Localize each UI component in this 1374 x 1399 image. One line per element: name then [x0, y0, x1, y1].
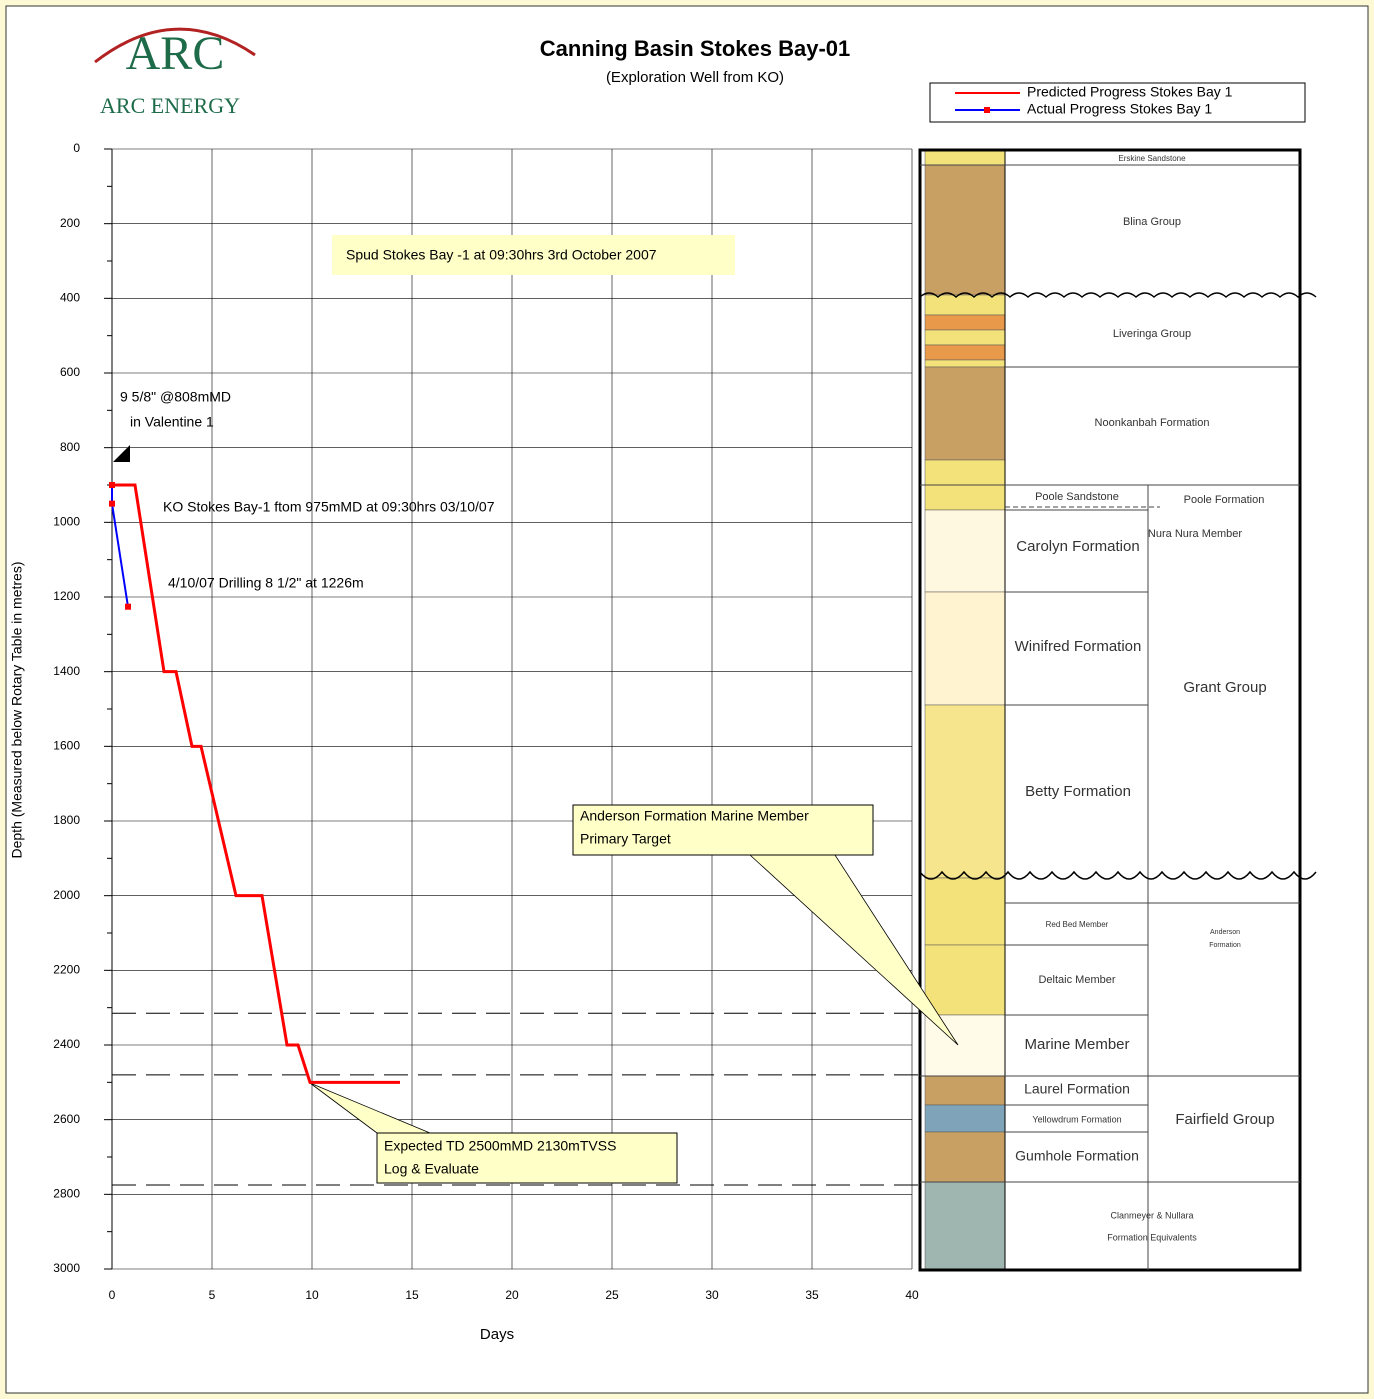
unit-label: Grant Group — [1183, 679, 1266, 696]
chart-subtitle: (Exploration Well from KO) — [606, 69, 784, 86]
unit-label: Nura Nura Member — [1148, 528, 1242, 540]
y-tick-label: 1000 — [53, 515, 80, 529]
unit-label: Red Bed Member — [1046, 920, 1109, 929]
lithology — [925, 330, 1005, 345]
y-axis-label: Depth (Measured below Rotary Table in me… — [9, 562, 25, 859]
unit-label: Poole Formation — [1184, 494, 1265, 506]
legend-marker — [984, 107, 990, 113]
chart-title: Canning Basin Stokes Bay-01 — [540, 36, 851, 61]
y-tick-label: 2200 — [53, 963, 80, 977]
lithology — [925, 150, 1005, 165]
x-tick-label: 5 — [209, 1288, 216, 1302]
unit-label: Anderson — [1210, 929, 1240, 936]
x-tick-label: 25 — [605, 1288, 619, 1302]
unit-label: Noonkanbah Formation — [1095, 417, 1210, 429]
x-tick-label: 10 — [305, 1288, 319, 1302]
y-tick-label: 400 — [60, 291, 80, 305]
lithology — [925, 460, 1005, 485]
x-tick-label: 20 — [505, 1288, 519, 1302]
lithology — [925, 1076, 1005, 1105]
legend-label: Actual Progress Stokes Bay 1 — [1027, 101, 1212, 117]
lithology — [925, 360, 1005, 367]
lithology — [925, 592, 1005, 705]
unit-label: Liveringa Group — [1113, 328, 1191, 340]
lithology — [925, 705, 1005, 878]
annotation: Log & Evaluate — [384, 1161, 479, 1177]
point-marker — [125, 604, 131, 610]
lithology — [925, 485, 1005, 510]
unit-label: Formation Equivalents — [1107, 1232, 1197, 1242]
annotation: 4/10/07 Drilling 8 1/2" at 1226m — [168, 575, 364, 591]
lithology — [925, 345, 1005, 360]
unit-label: Betty Formation — [1025, 783, 1131, 800]
lithology — [925, 295, 1005, 315]
x-tick-label: 0 — [109, 1288, 116, 1302]
point-marker — [109, 482, 115, 488]
annotation: Primary Target — [580, 831, 671, 847]
logo-name: ARC ENERGY — [100, 93, 240, 118]
lithology — [925, 878, 1005, 945]
x-axis-label: Days — [480, 1326, 514, 1343]
lithology — [925, 945, 1005, 1015]
unit-label: Fairfield Group — [1175, 1111, 1274, 1128]
y-tick-label: 1800 — [53, 813, 80, 827]
y-tick-label: 600 — [60, 365, 80, 379]
y-tick-label: 2400 — [53, 1037, 80, 1051]
x-tick-label: 15 — [405, 1288, 419, 1302]
x-tick-label: 35 — [805, 1288, 819, 1302]
frame — [6, 6, 1368, 1393]
x-tick-label: 30 — [705, 1288, 719, 1302]
unit-label: Clanmeyer & Nullara — [1110, 1210, 1193, 1220]
chart: ARC ARC ENERGY Canning Basin Stokes Bay-… — [0, 0, 1374, 1399]
y-tick-label: 800 — [60, 440, 80, 454]
y-tick-label: 200 — [60, 216, 80, 230]
annotation: 9 5/8" @808mMD — [120, 389, 231, 405]
unit-label: Blina Group — [1123, 216, 1181, 228]
y-tick-label: 0 — [73, 141, 80, 155]
unit-label: Gumhole Formation — [1015, 1148, 1139, 1164]
lithology — [925, 367, 1005, 460]
y-tick-label: 2000 — [53, 888, 80, 902]
legend-label: Predicted Progress Stokes Bay 1 — [1027, 84, 1233, 100]
y-tick-label: 1400 — [53, 664, 80, 678]
y-tick-label: 1600 — [53, 739, 80, 753]
annotation: Expected TD 2500mMD 2130mTVSS — [384, 1138, 616, 1154]
annotation: Spud Stokes Bay -1 at 09:30hrs 3rd Octob… — [346, 247, 657, 263]
y-tick-label: 1200 — [53, 589, 80, 603]
lithology — [925, 315, 1005, 330]
annotation: in Valentine 1 — [130, 414, 214, 430]
lithology — [925, 1182, 1005, 1270]
unit-label: Deltaic Member — [1038, 974, 1115, 986]
y-tick-label: 3000 — [53, 1261, 80, 1275]
unit-label: Yellowdrum Formation — [1032, 1114, 1121, 1124]
y-tick-label: 2800 — [53, 1187, 80, 1201]
logo-mark: ARC — [126, 27, 225, 80]
lithology — [925, 1132, 1005, 1182]
x-tick-label: 40 — [905, 1288, 919, 1302]
unit-label: Marine Member — [1024, 1036, 1129, 1053]
annotation: KO Stokes Bay-1 ftom 975mMD at 09:30hrs … — [163, 499, 495, 515]
unit-label: Erskine Sandstone — [1118, 154, 1186, 163]
page: ARC ARC ENERGY Canning Basin Stokes Bay-… — [0, 0, 1374, 1399]
unit-label: Poole Sandstone — [1035, 491, 1119, 503]
point-marker — [109, 501, 115, 507]
annotation: Anderson Formation Marine Member — [580, 808, 809, 824]
y-tick-label: 2600 — [53, 1112, 80, 1126]
lithology — [925, 1105, 1005, 1132]
unit-label: Carolyn Formation — [1016, 538, 1139, 555]
unit-label: Laurel Formation — [1024, 1081, 1130, 1097]
unit-label: Winifred Formation — [1015, 638, 1142, 655]
unit-label: Formation — [1209, 942, 1241, 949]
lithology — [925, 165, 1005, 295]
lithology — [925, 510, 1005, 592]
